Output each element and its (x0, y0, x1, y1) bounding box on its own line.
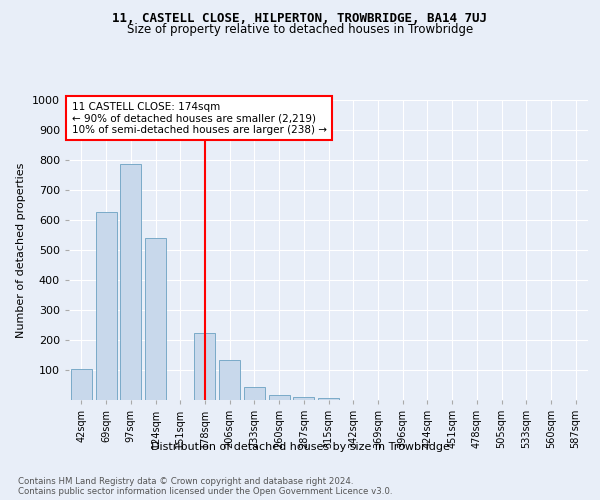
Text: Contains HM Land Registry data © Crown copyright and database right 2024.: Contains HM Land Registry data © Crown c… (18, 478, 353, 486)
Bar (95, 212, 116, 400)
Text: Contains public sector information licensed under the Open Government Licence v3: Contains public sector information licen… (18, 488, 392, 496)
Y-axis label: Number of detached properties: Number of detached properties (16, 162, 26, 338)
Bar (71, 369, 92, 400)
Bar (244, 387, 265, 400)
Bar (269, 394, 290, 400)
Text: 11, CASTELL CLOSE, HILPERTON, TROWBRIDGE, BA14 7UJ: 11, CASTELL CLOSE, HILPERTON, TROWBRIDGE… (113, 12, 487, 26)
Text: 11 CASTELL CLOSE: 174sqm
← 90% of detached houses are smaller (2,219)
10% of sem: 11 CASTELL CLOSE: 174sqm ← 90% of detach… (71, 102, 326, 134)
Bar (219, 360, 240, 400)
Bar (194, 334, 215, 400)
Bar (145, 238, 166, 400)
Text: Size of property relative to detached houses in Trowbridge: Size of property relative to detached ho… (127, 22, 473, 36)
Bar (120, 164, 141, 400)
Bar (293, 397, 314, 400)
Bar (318, 398, 339, 400)
Text: Distribution of detached houses by size in Trowbridge: Distribution of detached houses by size … (151, 442, 449, 452)
